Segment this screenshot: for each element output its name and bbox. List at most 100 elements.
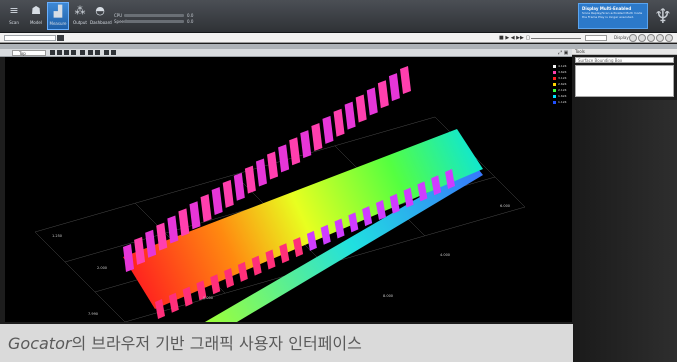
model-icon: ☗ [31,4,41,17]
legend-label: 2.624 [558,82,567,86]
cpu-meter [124,14,184,17]
legend-swatch [553,94,556,98]
pin-bottom [362,206,373,227]
tree-logo-icon: ♆ [654,4,672,28]
measure-icon: ▟ [53,5,63,18]
legend-swatch [553,100,556,104]
add-tool-select[interactable]: Surface Bounding Box [575,57,674,63]
speed-meter [124,20,184,23]
pin-top [322,115,334,144]
speed-value: 0.0 [187,19,194,24]
view-tool-icon[interactable] [71,50,76,55]
view-tool-icon[interactable] [88,50,93,55]
pin-top [388,73,400,102]
display-mode-option[interactable] [629,34,637,42]
output-tab[interactable]: ⁂ Output [70,2,90,30]
display-mode-option[interactable] [638,34,646,42]
display-mode-option[interactable] [656,34,664,42]
pin-bottom [431,175,442,196]
pin-top [377,80,389,109]
pin-top [355,94,367,123]
legend-swatch [553,70,556,74]
view-tool-icon[interactable] [80,50,85,55]
pin-top [134,236,146,265]
caption-text: Gocator의 브라우저 기반 그래픽 사용자 인터페이스 [8,333,362,355]
part-body [123,129,483,309]
dashboard-tab[interactable]: ◓ Dashboard [90,2,112,30]
pin-top [366,87,378,116]
view-tool-icon[interactable] [50,50,55,55]
scan-tab[interactable]: ≡ Scan [4,2,24,30]
display-label: Display [614,35,629,40]
3d-point-cloud: 1.250 2.000 4.000 6.000 0.000 8.000 7.990 [34,66,526,322]
legend-entry: 3.124 [553,75,571,81]
notification-message: Since Replay/Scan activated Multi mode t… [582,11,643,19]
job-select[interactable] [4,35,56,41]
legend-label: 3.624 [558,70,567,74]
measure-tab[interactable]: ▟ Measure [47,2,69,30]
legend-swatch [553,88,556,92]
tool-settings-area [572,100,677,362]
pin-top [267,151,279,180]
pin-top [333,108,345,137]
tools-panel-title: Tools [572,49,677,55]
panel-options-icon[interactable]: ⤢ ▣ [558,50,569,56]
pin-top [344,101,356,130]
pin-bottom [389,193,400,214]
view-tool-icon[interactable] [111,50,116,55]
cpu-stat: CPU 0.0 [114,13,193,18]
pin-top [167,215,179,244]
axis-label: 2.000 [97,266,107,270]
frame-slider[interactable] [531,38,581,39]
model-tab[interactable]: ☗ Model [26,2,46,30]
main-toolbar: ≡ Scan ☗ Model ▟ Measure ⁂ Output ◓ Dash… [0,0,677,33]
frame-index-input[interactable] [585,35,607,41]
pin-bottom [237,261,248,282]
pin-top [311,122,323,151]
caption-description: 의 브라우저 기반 그래픽 사용자 인터페이스 [71,334,362,353]
display-mode-option[interactable] [647,34,655,42]
legend-swatch [553,82,556,86]
legend-entry: 2.624 [553,81,571,87]
legend-label: 1.624 [558,94,567,98]
pin-top [244,165,256,194]
axis-labels: 1.250 2.000 4.000 6.000 0.000 8.000 7.990 [52,204,510,316]
view-tool-icon[interactable] [64,50,69,55]
tools-panel-header [572,44,677,49]
dashboard-icon: ◓ [95,4,105,17]
pin-top [123,244,134,272]
save-job-button[interactable] [57,35,64,41]
legend-label: 3.124 [558,76,567,80]
caption-brand: Gocator [8,334,72,353]
pin-bottom [334,218,345,239]
pin-bottom [348,212,359,233]
tool-list[interactable] [575,65,674,97]
legend-label: 4.124 [558,64,567,68]
view-tool-icon[interactable] [95,50,100,55]
scan-tab-label: Scan [9,20,19,25]
legend-entry: 2.124 [553,87,571,93]
axis-label: 6.000 [500,204,510,208]
view-tool-icon[interactable] [104,50,109,55]
notification-banner[interactable]: Display Multi-Enabled Since Replay/Scan … [578,3,648,29]
pin-top [400,66,411,94]
3d-viewport[interactable]: 1.250 2.000 4.000 6.000 0.000 8.000 7.990 4.12… [5,57,572,322]
pin-top [233,172,245,201]
view-mode-select[interactable]: Top [12,50,46,56]
pin-top [189,201,201,230]
pin-bottom [320,224,331,245]
axis-label: 4.000 [440,253,450,257]
pin-top [211,187,223,216]
playback-controls[interactable]: ■ ▶ ◀ ▶▶ ▢ [499,35,531,41]
pin-bottom [224,268,235,289]
display-mode-toggle[interactable] [629,34,675,42]
caption-bar: Gocator의 브라우저 기반 그래픽 사용자 인터페이스 [0,324,573,362]
speed-label: Speed [114,19,127,24]
view-tool-icon[interactable] [57,50,62,55]
cpu-label: CPU [114,13,123,18]
display-mode-option[interactable] [665,34,673,42]
pin-bottom [155,299,165,319]
pin-bottom [375,199,386,220]
pin-bottom [182,286,193,307]
pin-top [178,208,190,237]
